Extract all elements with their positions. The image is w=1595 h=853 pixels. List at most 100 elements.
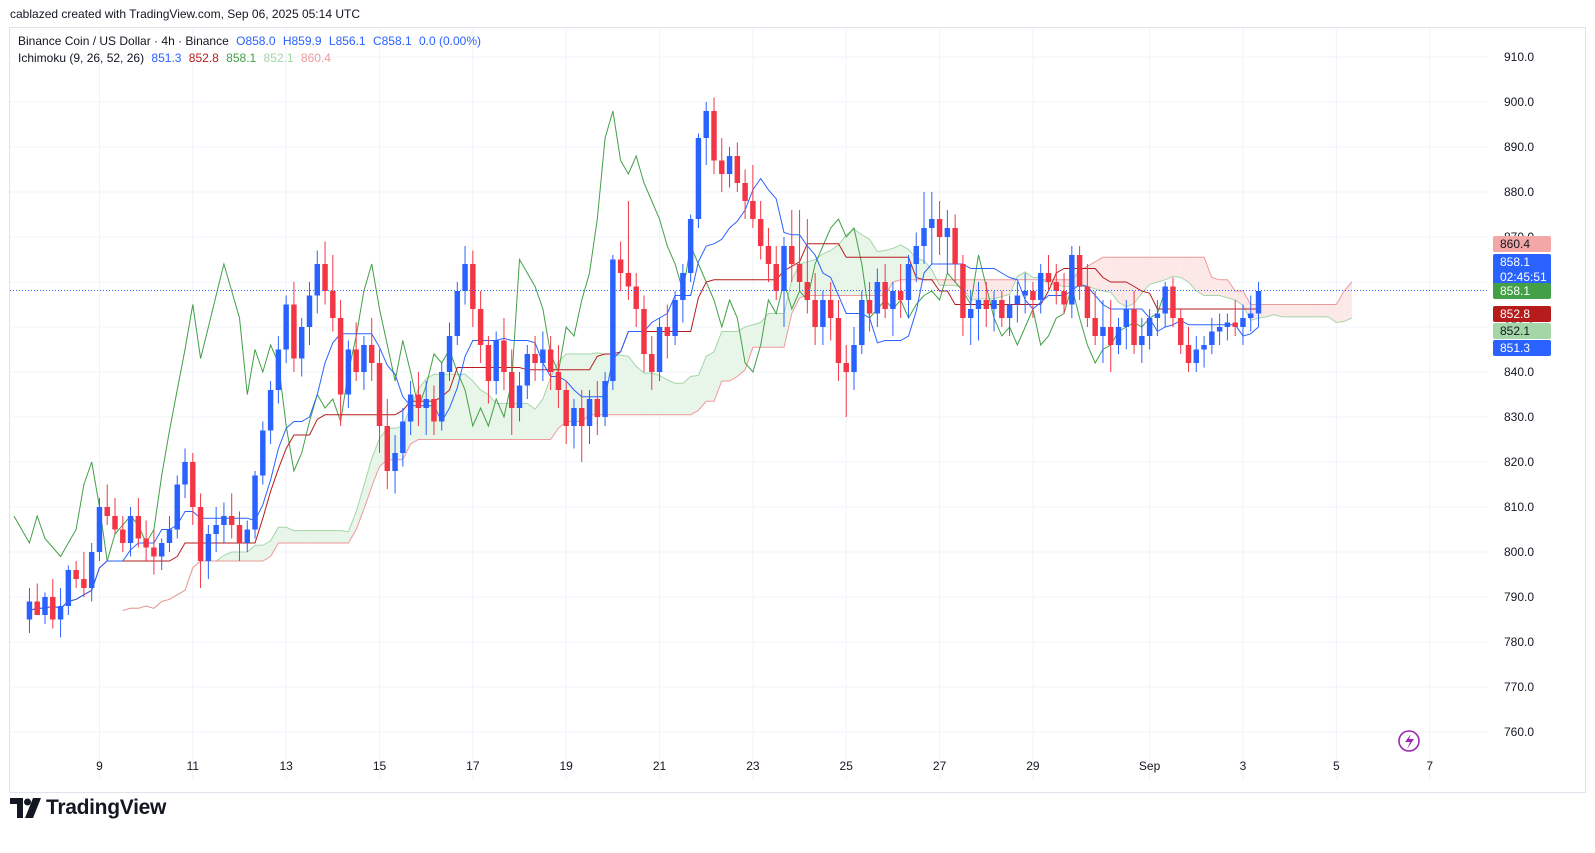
candle-body[interactable] (275, 349, 282, 391)
candle-body[interactable] (368, 345, 375, 363)
candle-body[interactable] (73, 570, 79, 579)
candle-body[interactable] (252, 475, 258, 530)
candle-body[interactable] (532, 354, 538, 363)
candle-body[interactable] (633, 286, 639, 310)
candle-body[interactable] (1146, 318, 1153, 336)
candle-body[interactable] (221, 516, 227, 525)
candle-body[interactable] (485, 345, 492, 381)
candle-body[interactable] (1255, 291, 1262, 314)
candle-body[interactable] (384, 426, 391, 471)
candle-body[interactable] (236, 525, 243, 543)
candle-body[interactable] (695, 138, 702, 219)
candle-body[interactable] (470, 264, 476, 309)
candle-body[interactable] (509, 372, 515, 408)
candle-body[interactable] (446, 336, 453, 372)
candle-body[interactable] (1115, 327, 1122, 345)
candle-body[interactable] (1045, 273, 1052, 282)
candle-body[interactable] (454, 291, 461, 336)
candle-body[interactable] (656, 327, 663, 372)
candle-body[interactable] (96, 507, 103, 552)
candle-body[interactable] (773, 264, 779, 291)
candle-body[interactable] (641, 309, 647, 354)
candle-body[interactable] (353, 349, 359, 373)
candle-body[interactable] (672, 300, 678, 336)
candle-body[interactable] (742, 183, 748, 201)
candle-body[interactable] (804, 282, 811, 300)
candle-body[interactable] (127, 516, 134, 543)
candle-body[interactable] (866, 300, 873, 314)
candle-body[interactable] (929, 219, 935, 228)
candle-body[interactable] (594, 399, 601, 417)
candle-body[interactable] (524, 354, 531, 386)
candle-body[interactable] (812, 300, 818, 327)
candle-body[interactable] (205, 534, 212, 561)
candle-body[interactable] (1178, 318, 1184, 345)
candle-body[interactable] (913, 246, 919, 264)
candle-body[interactable] (991, 300, 997, 309)
indicator-name[interactable]: Ichimoku (9, 26, 52, 26) (18, 51, 145, 65)
candle-body[interactable] (477, 309, 484, 345)
candle-body[interactable] (501, 340, 507, 373)
symbol-legend[interactable]: Binance Coin / US Dollar · 4h · Binance … (18, 34, 485, 48)
candle-body[interactable] (1037, 273, 1044, 300)
candle-body[interactable] (579, 408, 585, 426)
candle-body[interactable] (936, 219, 943, 237)
candle-body[interactable] (571, 408, 577, 426)
candle-body[interactable] (158, 543, 165, 557)
candle-body[interactable] (1100, 327, 1106, 336)
candle-body[interactable] (88, 552, 95, 588)
candle-body[interactable] (392, 453, 398, 471)
candle-body[interactable] (306, 295, 313, 328)
candle-body[interactable] (197, 507, 204, 561)
candle-body[interactable] (874, 282, 881, 314)
candle-body[interactable] (166, 529, 173, 544)
candle-body[interactable] (835, 318, 842, 363)
candle-body[interactable] (757, 219, 764, 246)
candle-body[interactable] (1006, 304, 1013, 319)
candle-body[interactable] (104, 507, 110, 516)
candle-body[interactable] (843, 363, 849, 372)
candle-body[interactable] (337, 318, 344, 395)
candle-body[interactable] (1232, 322, 1238, 328)
candle-body[interactable] (244, 529, 250, 544)
candle-body[interactable] (182, 462, 188, 485)
candle-body[interactable] (65, 570, 72, 606)
tradingview-logo[interactable]: TradingView (10, 796, 166, 820)
candle-body[interactable] (34, 601, 40, 616)
replay-lightning-icon[interactable] (1398, 730, 1420, 752)
candle-body[interactable] (1185, 345, 1192, 363)
candle-body[interactable] (361, 345, 367, 372)
candle-body[interactable] (143, 538, 149, 548)
candle-body[interactable] (151, 547, 157, 557)
candle-body[interactable] (563, 390, 569, 426)
candle-body[interactable] (983, 300, 989, 309)
candle-body[interactable] (174, 484, 180, 530)
candle-body[interactable] (944, 228, 951, 237)
candle-body[interactable] (859, 300, 865, 345)
candle-body[interactable] (680, 273, 686, 300)
candle-body[interactable] (330, 291, 336, 318)
candle-body[interactable] (547, 349, 554, 373)
indicator-legend[interactable]: Ichimoku (9, 26, 52, 26) 851.3 852.8 858… (18, 51, 335, 65)
candle-body[interactable] (796, 264, 803, 282)
candle-body[interactable] (921, 228, 927, 246)
candle-body[interactable] (765, 246, 772, 264)
symbol-name[interactable]: Binance Coin / US Dollar · 4h · Binance (18, 34, 229, 48)
candle-body[interactable] (905, 264, 912, 300)
candle-body[interactable] (228, 516, 235, 525)
candle-body[interactable] (1240, 318, 1246, 327)
candle-body[interactable] (26, 601, 33, 620)
candle-body[interactable] (291, 304, 297, 359)
candle-body[interactable] (827, 300, 834, 318)
candle-body[interactable] (890, 291, 896, 309)
candle-body[interactable] (967, 309, 974, 318)
candle-body[interactable] (1209, 331, 1215, 346)
candle-body[interactable] (687, 219, 694, 273)
candle-body[interactable] (975, 300, 982, 309)
candle-body[interactable] (586, 399, 593, 426)
candle-body[interactable] (1139, 336, 1145, 345)
candle-body[interactable] (423, 399, 429, 408)
candle-body[interactable] (42, 597, 48, 615)
candle-body[interactable] (897, 291, 904, 300)
